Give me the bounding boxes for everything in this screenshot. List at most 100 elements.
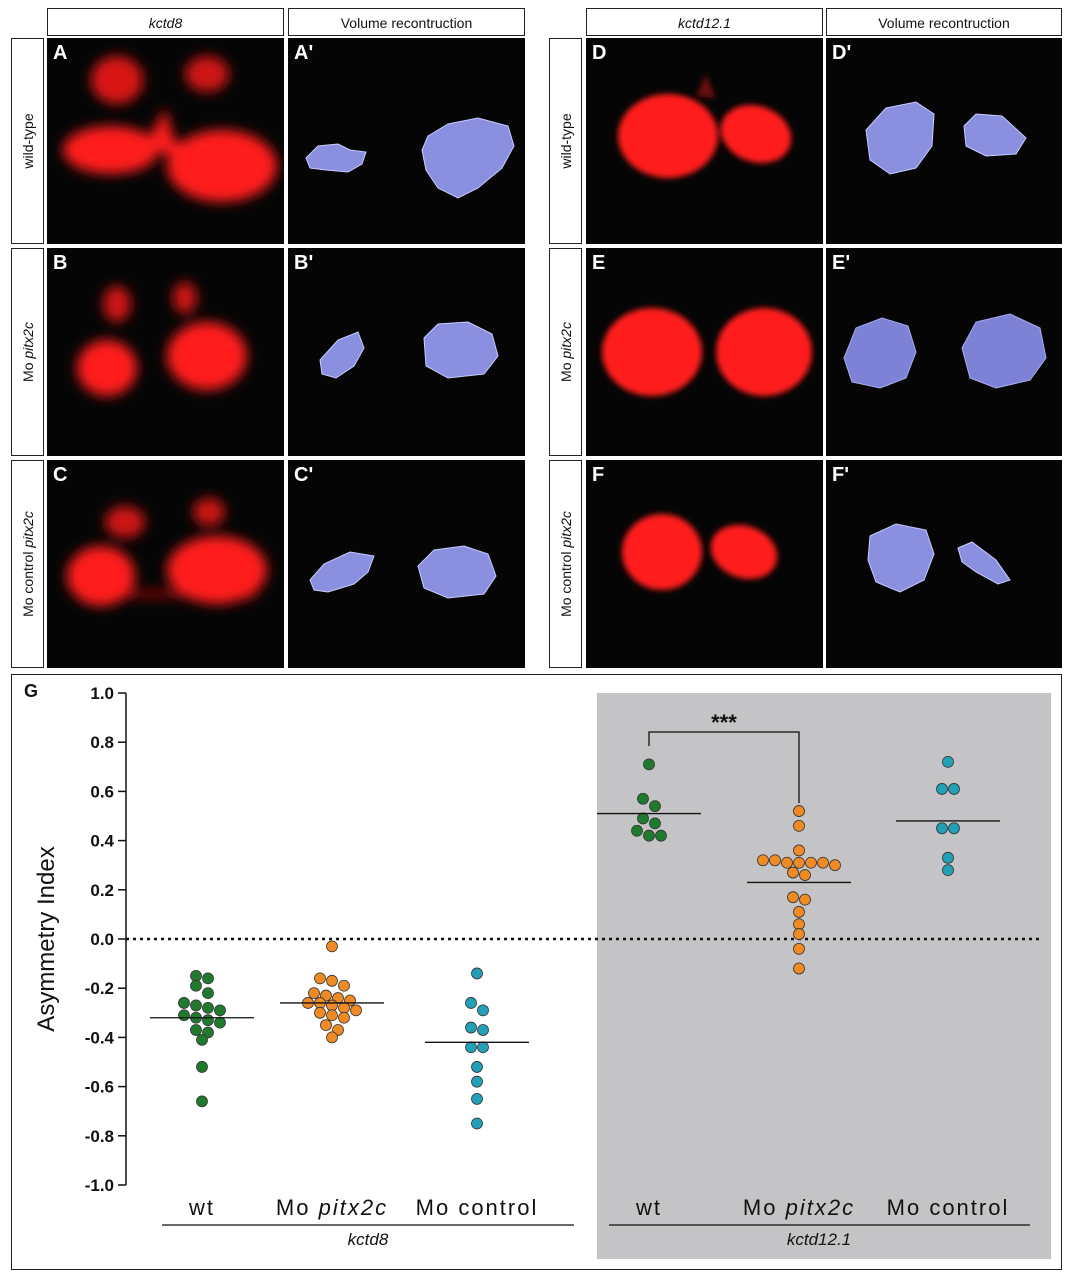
panel-f-kctd12-ctrl: F [586, 460, 823, 668]
panel-e-kctd12-mo: E [586, 248, 823, 456]
data-point [471, 1117, 483, 1130]
data-point [477, 1004, 489, 1017]
volume-reconstruction-image [867, 523, 1011, 593]
panel-e-prime-recon: E' [826, 248, 1062, 456]
fluorescence-image [602, 308, 812, 396]
panel-label: D [592, 42, 607, 64]
y-axis-label: Asymmetry Index [33, 846, 60, 1031]
panel-label: F' [832, 464, 849, 486]
panel-label: E' [832, 252, 851, 274]
data-point [793, 856, 805, 869]
volume-reconstruction-image [309, 545, 497, 599]
significance-label: *** [711, 710, 737, 735]
panel-label: C [53, 464, 68, 486]
data-point [202, 972, 214, 985]
data-point [643, 758, 655, 771]
data-point [465, 1041, 477, 1054]
y-tick-label: -0.8 [85, 1127, 114, 1146]
data-point [338, 979, 350, 992]
data-point [942, 755, 954, 768]
data-point [793, 918, 805, 931]
data-point [190, 1024, 202, 1036]
data-point [817, 856, 829, 869]
data-point [320, 1019, 332, 1032]
fluorescence-image [622, 514, 778, 590]
panel-a-prime-recon: A' [288, 38, 525, 244]
data-point [942, 851, 954, 864]
data-point [471, 967, 483, 980]
data-point [326, 1009, 338, 1022]
panel-label: F [592, 464, 605, 486]
row-label-wild-type-left: wild-type [11, 38, 44, 244]
panel-d-kctd12-wt: D [586, 38, 823, 244]
header-right-recon: Volume recontruction [826, 8, 1062, 36]
panel-a-kctd8-wt: A [47, 38, 284, 244]
y-tick-label: -1.0 [85, 1176, 114, 1195]
panel-b-kctd8-mo: B [47, 248, 284, 456]
data-point [190, 999, 202, 1012]
header-left-recon: Volume recontruction [288, 8, 525, 36]
data-point [942, 864, 954, 877]
row-label-mo-control-right: Mo control pitx2c [549, 460, 582, 668]
data-point [477, 1024, 489, 1036]
group-label: Mo pitx2c [276, 1195, 388, 1220]
data-point [793, 819, 805, 832]
data-point [214, 1004, 226, 1017]
panel-label-g: G [24, 681, 38, 701]
data-point [643, 829, 655, 842]
data-point [465, 1021, 477, 1034]
data-point [793, 942, 805, 955]
fluorescence-image [67, 498, 267, 606]
y-tick-label: 0.0 [90, 930, 114, 949]
y-tick-label: 0.2 [90, 881, 114, 900]
gene-label-kctd12: kctd12.1 [787, 1230, 851, 1249]
data-point [202, 1001, 214, 1014]
y-tick-label: -0.6 [85, 1078, 114, 1097]
data-point [465, 997, 477, 1009]
data-point [787, 891, 799, 904]
significance-bracket [648, 731, 800, 804]
group-label: Mo pitx2c [743, 1195, 855, 1220]
data-point [326, 999, 338, 1012]
panel-d-prime-recon: D' [826, 38, 1062, 244]
data-point [196, 1061, 208, 1073]
header-left-gene: kctd8 [47, 8, 284, 36]
data-point [190, 969, 202, 982]
panel-label: A' [294, 42, 314, 64]
data-point [655, 829, 667, 842]
header-right-gene: kctd12.1 [586, 8, 823, 36]
data-point [829, 859, 841, 872]
data-point [936, 822, 948, 835]
y-tick-label: 0.4 [90, 832, 114, 851]
data-point [178, 1009, 190, 1022]
data-point [649, 817, 661, 830]
panel-g-chart: G 1.0 0.8 0.6 0.4 0.2 0.0 -0.2 -0.4 -0.6 -0.8 -1.0 A… [11, 674, 1062, 1270]
panel-label: B' [294, 252, 314, 274]
row-label-mo-control-left: Mo control pitx2c [11, 460, 44, 668]
data-point [338, 1001, 350, 1014]
panel-f-prime-recon: F' [826, 460, 1062, 668]
panel-label: C' [294, 464, 314, 486]
panel-b-prime-recon: B' [288, 248, 525, 456]
data-point [793, 844, 805, 857]
asymmetry-index-scatter-plot: G 1.0 0.8 0.6 0.4 0.2 0.0 -0.2 -0.4 -0.6 -0.8 -1.0 A… [24, 681, 1051, 1259]
data-point [471, 1092, 483, 1105]
panel-c-prime-recon: C' [288, 460, 525, 668]
y-tick-label: 0.6 [90, 782, 114, 801]
data-point [178, 997, 190, 1009]
data-point [631, 824, 643, 837]
data-point [196, 1033, 208, 1046]
group-label: Mo control [887, 1195, 1010, 1220]
data-point [471, 1061, 483, 1073]
data-point [948, 822, 960, 835]
volume-reconstruction-image [305, 117, 515, 199]
data-point [308, 987, 320, 1000]
data-point [793, 906, 805, 918]
data-point [314, 1006, 326, 1019]
data-point [649, 800, 661, 813]
data-point [202, 987, 214, 1000]
data-point [793, 962, 805, 975]
y-tick-label: -0.2 [85, 979, 114, 998]
shaded-region-kctd12 [597, 693, 1051, 1259]
panel-label: E [592, 252, 606, 274]
